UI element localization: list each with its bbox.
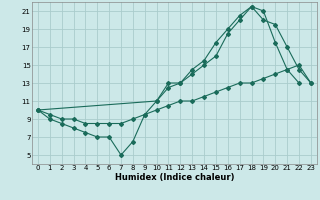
X-axis label: Humidex (Indice chaleur): Humidex (Indice chaleur) (115, 173, 234, 182)
